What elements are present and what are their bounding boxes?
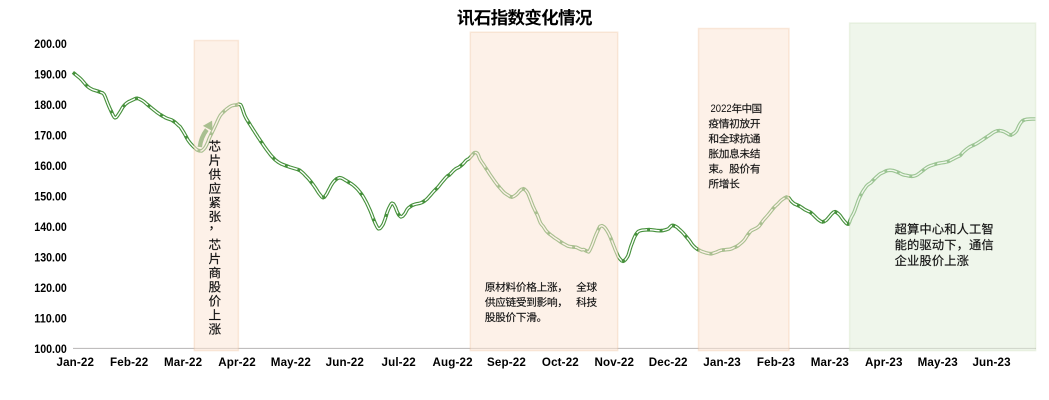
svg-text:120.00: 120.00 (34, 281, 67, 295)
svg-text:110.00: 110.00 (34, 312, 67, 326)
svg-text:Jul-22: Jul-22 (381, 356, 415, 369)
svg-text:160.00: 160.00 (34, 159, 67, 173)
svg-text:May-22: May-22 (271, 356, 311, 369)
svg-text:Mar-23: Mar-23 (811, 356, 850, 369)
svg-text:Dec-22: Dec-22 (649, 356, 688, 369)
svg-text:Mar-22: Mar-22 (164, 356, 202, 369)
svg-text:180.00: 180.00 (34, 98, 67, 112)
svg-text:130.00: 130.00 (34, 250, 67, 264)
svg-text:Jan-22: Jan-22 (56, 356, 94, 369)
svg-text:Nov-22: Nov-22 (595, 356, 635, 369)
svg-text:Feb-22: Feb-22 (110, 356, 148, 369)
svg-text:May-23: May-23 (918, 356, 959, 369)
svg-text:200.00: 200.00 (34, 37, 67, 51)
svg-text:170.00: 170.00 (34, 128, 67, 142)
svg-text:Apr-23: Apr-23 (865, 356, 903, 369)
svg-text:100.00: 100.00 (34, 342, 67, 356)
svg-text:Sep-22: Sep-22 (487, 356, 526, 369)
svg-text:190.00: 190.00 (34, 67, 67, 81)
svg-text:Apr-22: Apr-22 (218, 356, 256, 369)
svg-text:150.00: 150.00 (34, 189, 67, 203)
svg-text:140.00: 140.00 (34, 220, 67, 234)
svg-text:Jun-22: Jun-22 (326, 356, 364, 369)
svg-text:2022: 2022 (711, 103, 732, 115)
svg-text:Aug-22: Aug-22 (432, 356, 472, 369)
svg-text:Oct-22: Oct-22 (542, 356, 579, 369)
svg-text:Jun-23: Jun-23 (972, 356, 1011, 369)
svg-text:Feb-23: Feb-23 (757, 356, 796, 369)
svg-text:Jan-23: Jan-23 (703, 356, 741, 369)
